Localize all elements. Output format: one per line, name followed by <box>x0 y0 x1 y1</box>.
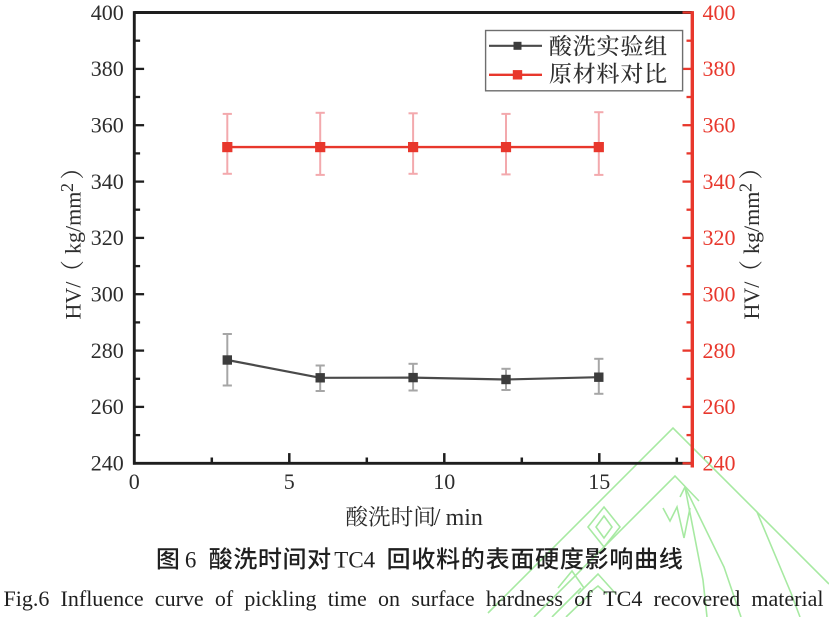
svg-text:360: 360 <box>703 113 736 138</box>
svg-text:15: 15 <box>588 469 610 494</box>
svg-text:/: / <box>434 505 441 531</box>
svg-text:300: 300 <box>91 282 124 307</box>
svg-text:2: 2 <box>57 183 77 192</box>
svg-text:340: 340 <box>703 169 736 194</box>
svg-text:280: 280 <box>91 338 124 363</box>
svg-text:360: 360 <box>91 113 124 138</box>
svg-text:5: 5 <box>284 469 295 494</box>
svg-text:240: 240 <box>91 451 124 476</box>
svg-text:kg/mm: kg/mm <box>739 192 764 254</box>
svg-text:400: 400 <box>91 0 124 25</box>
svg-text:Fig.6 Influence curve of pickl: Fig.6 Influence curve of pickling time o… <box>4 586 824 611</box>
svg-text:260: 260 <box>703 394 736 419</box>
svg-text:2: 2 <box>736 183 756 192</box>
svg-text:min: min <box>446 505 483 531</box>
svg-text:280: 280 <box>703 338 736 363</box>
svg-text:340: 340 <box>91 169 124 194</box>
svg-text:400: 400 <box>703 0 736 25</box>
svg-text:kg/mm: kg/mm <box>61 192 86 254</box>
svg-text:0: 0 <box>129 469 140 494</box>
svg-text:HV/: HV/ <box>739 281 764 320</box>
svg-text:320: 320 <box>91 225 124 250</box>
svg-text:HV/: HV/ <box>61 281 86 320</box>
svg-text:300: 300 <box>703 282 736 307</box>
svg-text:10: 10 <box>433 469 455 494</box>
svg-text:240: 240 <box>703 451 736 476</box>
svg-text:260: 260 <box>91 394 124 419</box>
svg-text:6: 6 <box>185 548 197 573</box>
svg-text:TC4: TC4 <box>334 548 375 573</box>
svg-text:380: 380 <box>703 56 736 81</box>
svg-text:380: 380 <box>91 56 124 81</box>
svg-text:320: 320 <box>703 225 736 250</box>
